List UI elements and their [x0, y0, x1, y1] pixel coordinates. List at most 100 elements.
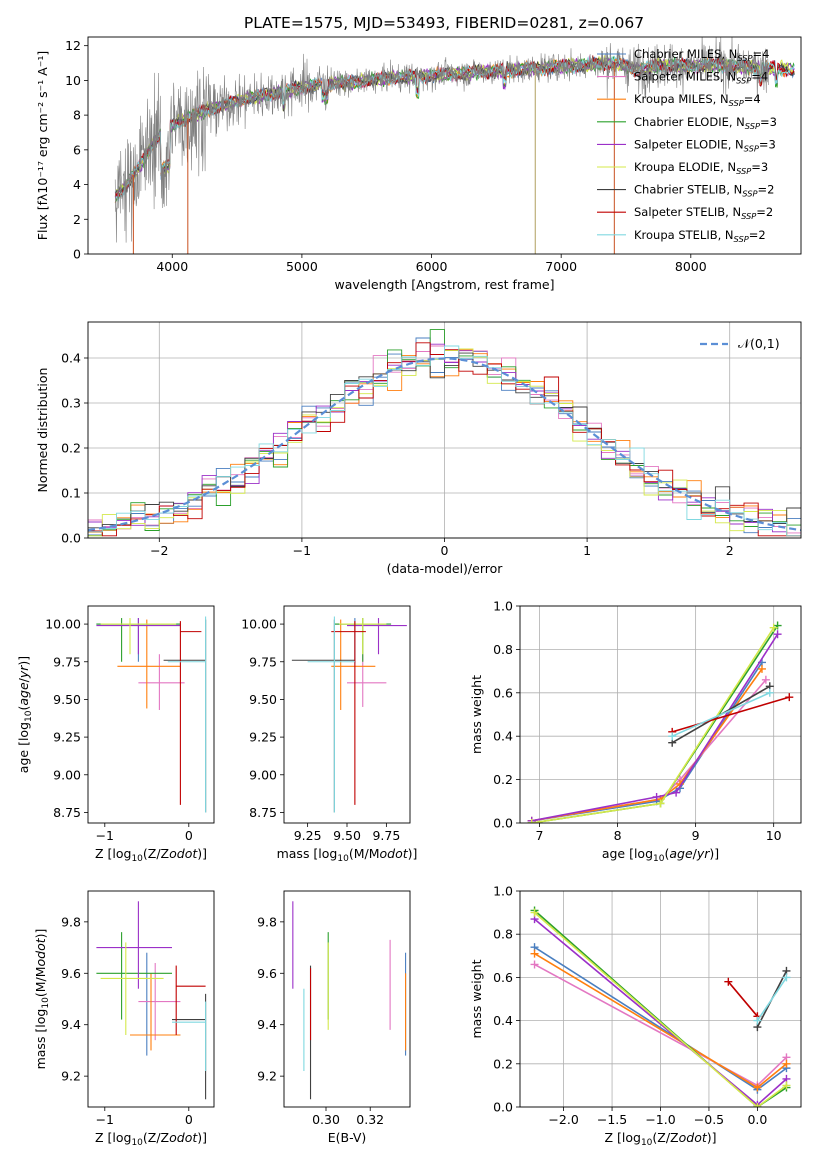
- weight-marker: [761, 675, 770, 684]
- label-part: (data-model)/error: [387, 561, 504, 576]
- label-part: age: [669, 846, 693, 861]
- y-tick-label: 9.4: [61, 1017, 81, 1032]
- label-part: (: [664, 846, 669, 861]
- legend-entry: Chabrier ELODIE, NSSP=3: [634, 115, 777, 131]
- y-tick-label: 10.00: [241, 617, 277, 632]
- y-tick-label: 0: [73, 247, 81, 262]
- x-tick-label: −0.5: [694, 1112, 724, 1127]
- y-tick-label: 9.2: [61, 1069, 81, 1084]
- legend-entry: Kroupa MILES, NSSP=4: [634, 92, 761, 108]
- y-tick-label: 0.0: [493, 816, 513, 831]
- plot-area: [114, 37, 795, 254]
- x-tick-label: 9.75: [372, 828, 400, 843]
- label-part: 10: [653, 854, 665, 864]
- x-tick-label: 6000: [416, 259, 448, 274]
- label-part: Kroupa MILES, N: [634, 92, 729, 106]
- axes-frame: [519, 605, 802, 824]
- plot-area: [530, 906, 791, 1107]
- x-tick-label: 8: [614, 828, 622, 843]
- x-tick-label: −2.0: [548, 1112, 578, 1127]
- y-axis-label: mass weight: [469, 675, 484, 754]
- x-axis-label: E(B-V): [328, 1130, 367, 1145]
- label-part: )]: [709, 846, 719, 861]
- weight-marker: [753, 1016, 762, 1025]
- label-part: 10: [24, 710, 34, 722]
- axes-frame: [87, 890, 215, 1108]
- y-tick-label: 0.4: [493, 729, 513, 744]
- label-part: 10: [41, 997, 51, 1009]
- chart-age-vs-mass: 9.25 9.50 9.75 8.75 9.00 9.25 9.50 9.75 10.00 mas…: [241, 605, 417, 864]
- plot-area: [527, 621, 794, 823]
- label-part: =3: [760, 115, 777, 129]
- y-tick-label: 9.4: [257, 1017, 277, 1032]
- axes: −1 09.29.49.69.8Z [log10(Z/Zodot)]mass [l…: [33, 890, 215, 1148]
- axes: −2 −1 0 1 2 0.0 0.1 0.2 0.3 0.4 (data-model)/error…: [35, 321, 802, 576]
- weight-marker: [782, 1081, 791, 1090]
- label-part: Chabrier MILES, N: [634, 47, 737, 61]
- label-part: =3: [759, 137, 776, 151]
- y-tick-label: 8.75: [249, 805, 277, 820]
- label-part: mass [log: [33, 1009, 48, 1070]
- x-axis-label: age [log10(age/yr)]: [602, 846, 719, 864]
- weight-marker: [782, 1059, 791, 1068]
- label-part: wavelength [Angstrom, rest frame]: [334, 277, 554, 292]
- label-part: yr: [696, 846, 710, 861]
- chart-mass-vs-Z: −1 09.29.49.69.8Z [log10(Z/Zodot)]mass [l…: [33, 890, 215, 1148]
- weight-marker: [724, 977, 733, 986]
- y-tick-label: 9.25: [249, 730, 277, 745]
- label-part: )]: [197, 846, 207, 861]
- weight-line-8: [671, 692, 771, 737]
- x-tick-label: −1: [96, 828, 114, 843]
- axes-frame: [87, 36, 802, 255]
- histogram-7: [88, 342, 801, 537]
- y-tick-label: 0.0: [493, 1100, 513, 1115]
- y-tick-label: 9.75: [53, 654, 81, 669]
- legend-entry: Salpeter STELIB, NSSP=2: [634, 205, 773, 221]
- label-part: Salpeter MILES, N: [634, 70, 736, 84]
- x-tick-label: −1: [293, 543, 311, 558]
- weight-marker: [656, 799, 665, 808]
- legend-entry: Salpeter ELODIE, NSSP=3: [634, 137, 776, 153]
- label-part: (: [143, 846, 148, 861]
- histogram-6: [88, 352, 801, 529]
- x-tick-label: 10: [766, 828, 782, 843]
- y-tick-label: 8: [73, 108, 81, 123]
- weight-marker: [782, 973, 791, 982]
- plot-area: [292, 901, 407, 1100]
- label-part: 10: [131, 1138, 143, 1148]
- label-part: mass weight: [469, 675, 484, 754]
- plot-area: [96, 901, 207, 1100]
- y-tick-label: 0.2: [61, 441, 81, 456]
- legend-entry: Chabrier STELIB, NSSP=2: [634, 183, 774, 199]
- x-axis-label: (data-model)/error: [387, 561, 504, 576]
- label-part: yr: [16, 665, 31, 679]
- y-tick-label: 9.25: [53, 730, 81, 745]
- x-axis-label: Z [log10(Z/Zodot)]: [604, 1130, 716, 1148]
- y-tick-label: 0.2: [493, 1056, 513, 1071]
- weight-marker: [672, 788, 681, 797]
- label-part: mass [log: [277, 846, 338, 861]
- legend-entry: Kroupa ELODIE, NSSP=3: [634, 160, 768, 176]
- axes-frame: [87, 321, 802, 539]
- y-tick-label: 9.50: [249, 692, 277, 707]
- label-part: Flux [fλ10⁻¹⁷ erg cm⁻² s⁻¹ A⁻¹]: [35, 51, 50, 240]
- x-tick-label: 7000: [545, 259, 577, 274]
- y-tick-label: 9.00: [53, 767, 81, 782]
- axes-frame: [283, 605, 411, 824]
- label-part: odot: [169, 1130, 198, 1145]
- label-part: )]: [16, 656, 31, 666]
- label-part: SSP: [741, 211, 756, 221]
- label-part: =2: [756, 205, 773, 219]
- y-tick-label: 12: [65, 38, 81, 53]
- label-part: 𝒩(0,1): [738, 336, 780, 351]
- y-axis-label: age [log10(age/yr)]: [16, 656, 34, 773]
- y-tick-label: 9.2: [257, 1069, 277, 1084]
- plot-area: [291, 616, 407, 813]
- axes-frame: [87, 605, 215, 824]
- label-part: SSP: [745, 121, 760, 131]
- chart-weight-vs-Z: −2.0 −1.5 −1.0 −0.5 0.0 0.0 0.2 0.4 0.6 0.8 1.0 Z […: [469, 884, 802, 1148]
- legend-entry: Salpeter MILES, NSSP=4: [634, 70, 768, 86]
- label-part: mass weight: [469, 959, 484, 1038]
